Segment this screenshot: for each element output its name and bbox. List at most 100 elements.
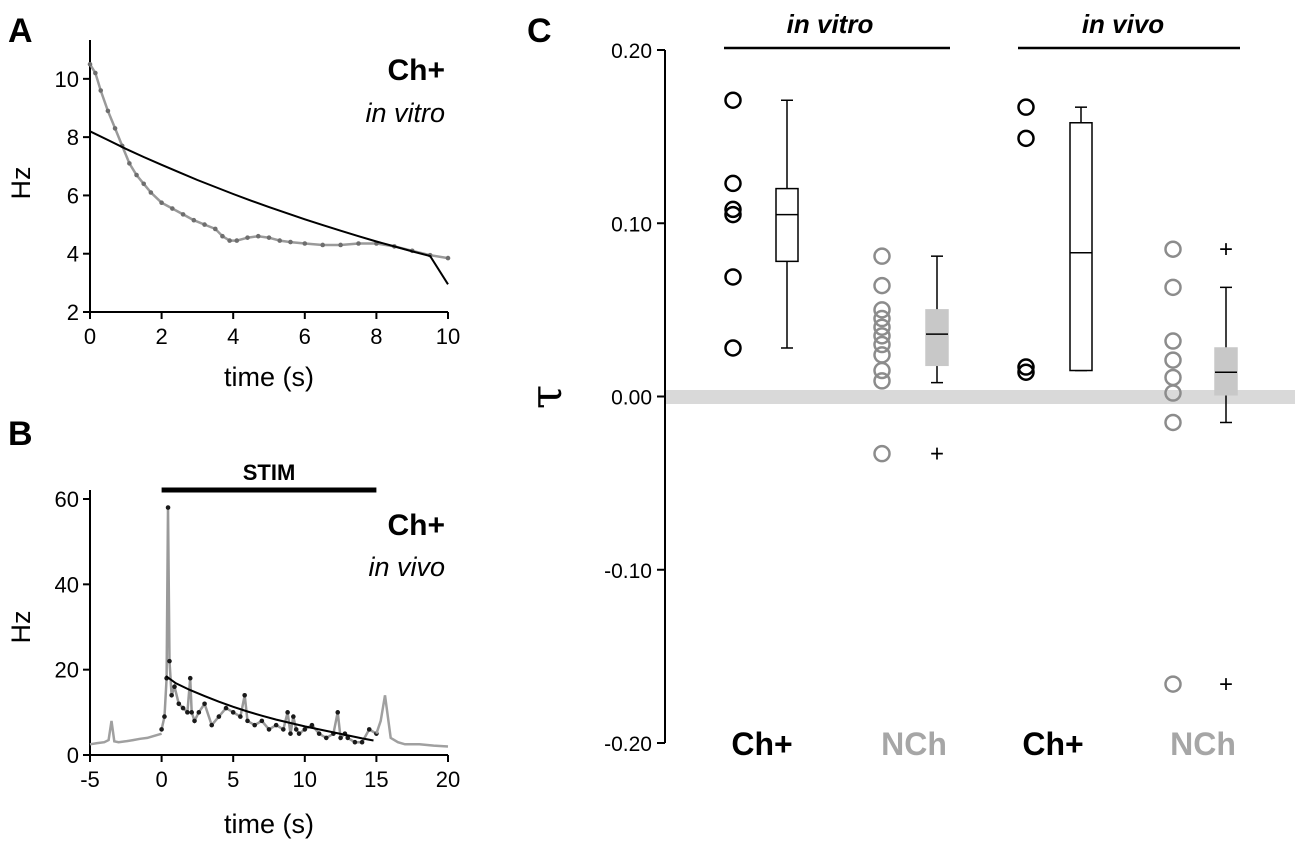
panel-b-x-tick-label: -5: [80, 767, 100, 792]
panel-b-series-firing-during-stim-point: [296, 731, 302, 736]
panel-b-series-firing-during-stim-point: [309, 722, 315, 728]
panel-b-series-firing-during-stim-point: [323, 735, 329, 741]
panel-a-series-firing-rate-point: [191, 217, 197, 223]
panel-b: B STIM Ch+ in vivo time (s) Hz -5 0 5 10 15 2…: [6, 415, 460, 839]
panel-b-series-firing-during-stim-point: [238, 714, 243, 719]
panel-b-series-firing-during-stim-point: [245, 718, 250, 724]
category-0-chplus-point: [724, 268, 742, 286]
panel-b-y-tick-label: 60: [55, 487, 79, 512]
category-1-nch-point: [873, 361, 891, 380]
panel-b-x-tick-label: 5: [227, 767, 239, 792]
category-3-nch-point: [1164, 278, 1182, 297]
category-0-chplus-point: [724, 339, 742, 357]
panel-a-series-firing-rate-point: [288, 239, 293, 245]
panel-b-series-firing-during-stim-point: [216, 714, 222, 719]
panel-a-series-firing-rate-point: [356, 241, 361, 246]
category-3-nch-point: [1164, 413, 1182, 432]
category-1-nch-label: NCh: [881, 726, 947, 762]
category-3-nch-point: [1164, 240, 1182, 258]
panel-a-series-firing-rate-point: [266, 235, 272, 240]
panel-c-y-tick-label: 0.00: [611, 387, 652, 410]
panel-a-y-tick-label: 4: [67, 242, 79, 267]
panel-a-xlabel: time (s): [224, 362, 314, 392]
panel-a-y-tick-label: 2: [67, 300, 79, 325]
category-1-nch-point: [873, 309, 891, 328]
category-3-nch-point: [1164, 351, 1182, 369]
panel-a-series-firing-rate-point: [93, 70, 98, 76]
zero-band: [665, 390, 1295, 404]
panel-b-x-tick-label: 0: [155, 767, 167, 792]
category-1-nch-box: [925, 309, 949, 367]
panel-a-series-firing-rate-point: [87, 61, 93, 67]
panel-b-series-firing-during-stim-point: [288, 731, 293, 736]
panel-a-series-firing-rate-point: [180, 212, 186, 217]
panel-a-series-firing-rate-point: [127, 161, 132, 166]
category-3-nch-point: [1164, 332, 1182, 350]
panel-a-x-tick-label: 4: [227, 324, 239, 349]
panel-b-series-firing-during-stim-point: [169, 692, 174, 698]
panel-b-series-firing-during-stim-point: [159, 727, 164, 732]
panel-b-series-firing-during-stim-point: [189, 710, 194, 715]
panel-b-series-firing-during-stim-point: [345, 735, 351, 741]
category-1-nch-point: [873, 247, 891, 265]
category-2-chplus-label: Ch+: [1022, 726, 1083, 762]
category-1-nch-point: [873, 335, 891, 354]
panel-a-series-firing-rate-point: [320, 242, 326, 248]
category-1-nch-point: [873, 372, 891, 390]
panel-b-xlabel: time (s): [224, 809, 314, 839]
panel-a-series-firing-rate-point: [148, 190, 154, 195]
panel-b-y-tick-label: 40: [55, 572, 79, 597]
panel-b-series-firing-during-stim-point: [266, 727, 272, 732]
panel-b-series-baseline-after-line: [375, 695, 449, 748]
category-0-chplus-point: [724, 91, 742, 109]
panel-b-x-tick-label: 10: [293, 767, 317, 792]
category-1-nch-point: [873, 327, 891, 345]
panel-a-letter: A: [8, 12, 33, 50]
category-1-nch-point: [873, 318, 891, 336]
category-2-chplus-point: [1017, 363, 1035, 381]
panel-b-series-firing-during-stim-point: [259, 718, 265, 724]
category-1-nch-point: [873, 346, 891, 364]
panel-b-x-tick-label: 20: [436, 767, 460, 792]
panel-b-series-firing-during-stim-point: [180, 705, 186, 711]
panel-b-annotation-title: Ch+: [387, 509, 445, 542]
panel-b-series-firing-during-stim-point: [291, 714, 296, 719]
group-label-in-vitro: in vitro: [787, 9, 874, 39]
panel-a-series-firing-rate-point: [170, 206, 175, 211]
panel-a-series-firing-rate-point: [202, 222, 207, 227]
panel-a-series-firing-rate-point: [134, 172, 139, 178]
panel-b-series-firing-during-stim-point: [196, 710, 202, 715]
panel-b-series-firing-during-stim-point: [293, 727, 299, 732]
panel-b-series-firing-during-stim-point: [335, 710, 341, 715]
group-label-in-vivo: in vivo: [1082, 9, 1164, 39]
category-1-nch-point: [873, 444, 891, 463]
category-3-nch-point: [1164, 384, 1182, 402]
panel-b-series-firing-during-stim-point: [316, 731, 322, 736]
panel-c-ylabel: τ: [521, 385, 572, 409]
panel-a-series-firing-rate-point: [255, 233, 261, 239]
panel-a-x-tick-label: 10: [436, 324, 460, 349]
panel-b-series-firing-during-stim-point: [273, 722, 279, 728]
category-0-chplus-point: [724, 200, 742, 219]
panel-b-ylabel: Hz: [6, 611, 36, 644]
panel-a-x-tick-label: 0: [84, 324, 96, 349]
panel-b-letter: B: [8, 415, 33, 453]
panel-a-series-firing-rate-point: [141, 181, 146, 187]
panel-a-x-tick-label: 2: [155, 324, 167, 349]
category-0-chplus-box: [775, 187, 799, 263]
panel-b-series-firing-during-stim-point: [202, 701, 207, 707]
category-3-nch-point: [1164, 675, 1182, 693]
panel-c-y-tick-label: -0.10: [604, 560, 652, 583]
panel-b-series-firing-during-stim-point: [352, 739, 358, 745]
panel-b-series-firing-during-stim-point: [209, 722, 215, 728]
panel-a-series-firing-rate-point: [277, 238, 283, 243]
panel-a-ylabel: Hz: [6, 167, 36, 200]
panel-b-series-firing-during-stim-point: [165, 505, 171, 510]
panel-b-y-tick-label: 0: [67, 743, 79, 768]
panel-b-series-baseline-before-line: [89, 720, 162, 746]
category-3-nch-box: [1214, 347, 1238, 396]
panel-a-y-tick-label: 8: [67, 125, 79, 150]
panel-a-series-firing-rate-point: [112, 126, 118, 131]
